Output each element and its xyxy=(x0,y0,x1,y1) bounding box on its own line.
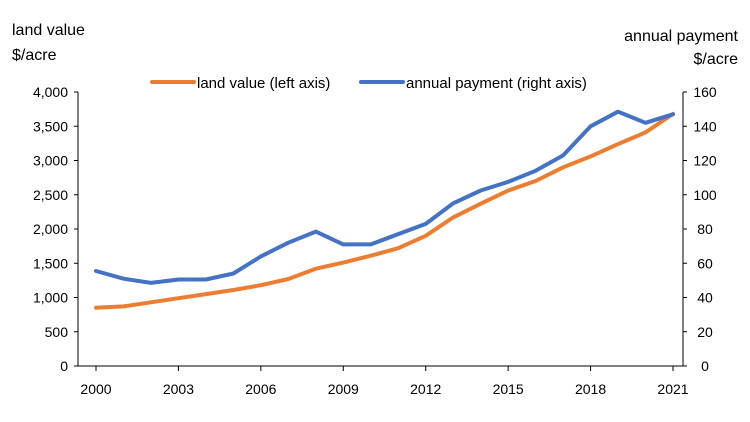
right-tick-label: 80 xyxy=(697,221,713,237)
chart-legend: land value (left axis) annual payment (ri… xyxy=(150,75,587,92)
right-tick-label: 20 xyxy=(697,324,713,340)
right-tick-label: 40 xyxy=(697,290,713,306)
chart-axes xyxy=(74,91,687,371)
right-tick-label: 140 xyxy=(693,118,717,134)
right-axis-title-line1: annual payment xyxy=(624,28,738,45)
right-tick-label: 120 xyxy=(693,153,717,169)
left-tick-label: 3,500 xyxy=(33,118,68,134)
x-tick-label: 2021 xyxy=(657,381,688,397)
right-tick-label: 0 xyxy=(701,358,709,374)
x-tick-label: 2003 xyxy=(163,381,194,397)
right-tick-label: 100 xyxy=(693,187,717,203)
right-tick-label: 160 xyxy=(693,84,717,100)
legend-label: annual payment (right axis) xyxy=(406,75,587,92)
x-tick-label: 2006 xyxy=(245,381,276,397)
left-axis-title-line1: land value xyxy=(12,22,85,39)
legend-label: land value (left axis) xyxy=(197,75,330,92)
left-tick-label: 500 xyxy=(45,324,69,340)
left-tick-label: 2,000 xyxy=(33,221,68,237)
left-tick-label: 4,000 xyxy=(33,84,68,100)
left-axis-title-line2: $/acre xyxy=(12,47,57,64)
x-tick-label: 2018 xyxy=(575,381,606,397)
right-axis-title-line2: $/acre xyxy=(693,51,738,68)
land-value-line xyxy=(94,111,675,310)
left-tick-label: 3,000 xyxy=(33,153,68,169)
right-tick-label: 60 xyxy=(697,255,713,271)
left-tick-label: 2,500 xyxy=(33,187,68,203)
x-tick-label: 2000 xyxy=(80,381,111,397)
left-tick-label: 1,000 xyxy=(33,290,68,306)
left-tick-label: 1,500 xyxy=(33,255,68,271)
annual-payment-line xyxy=(94,109,675,285)
x-tick-label: 2009 xyxy=(328,381,359,397)
x-tick-label: 2015 xyxy=(493,381,524,397)
chart-series xyxy=(94,109,675,310)
left-tick-label: 0 xyxy=(60,358,68,374)
x-tick-label: 2012 xyxy=(410,381,441,397)
tick-labels: 0 500 1,000 1,500 2,000 2,500 3,000 3,500 4,000 0… xyxy=(33,84,717,397)
